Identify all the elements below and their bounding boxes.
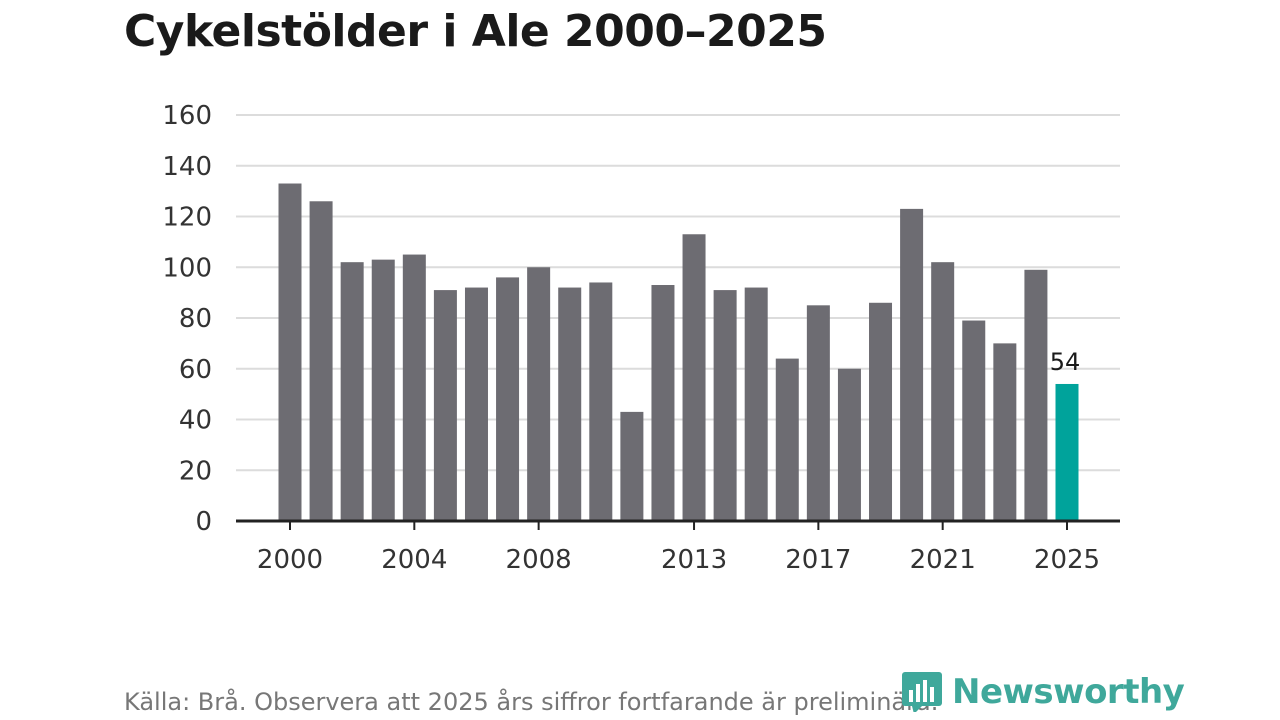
- y-tick-label: 140: [162, 152, 212, 182]
- bar-2019: [869, 302, 893, 521]
- chart-title: Cykelstölder i Ale 2000–2025: [124, 6, 827, 57]
- bar-2008: [527, 267, 551, 521]
- source-note: Källa: Brå. Observera att 2025 års siffr…: [124, 688, 939, 716]
- bar-2018: [837, 368, 861, 521]
- bar-2001: [309, 201, 333, 521]
- y-tick-label: 0: [195, 507, 212, 537]
- x-tick-label: 2008: [506, 545, 572, 575]
- newsworthy-logo-icon: [902, 672, 942, 712]
- grid-lines: [236, 114, 1120, 472]
- bar-2011: [620, 411, 644, 521]
- y-axis-ticks: 0 20 40 60 80 100 120 140 160: [162, 101, 212, 537]
- y-tick-label: 100: [162, 253, 212, 283]
- y-tick-label: 120: [162, 203, 212, 233]
- y-tick-label: 40: [179, 406, 212, 436]
- y-tick-label: 60: [179, 355, 212, 385]
- bar-2013: [682, 234, 706, 521]
- bar-2020: [900, 208, 924, 521]
- bar-2016: [775, 358, 799, 521]
- x-tick-label: 2000: [257, 545, 323, 575]
- y-tick-label: 80: [179, 304, 212, 334]
- bar-2005: [433, 290, 457, 521]
- bar-2009: [558, 287, 582, 521]
- x-tick-label: 2021: [910, 545, 976, 575]
- bar-2017: [806, 305, 830, 521]
- bar-2024: [1024, 269, 1048, 521]
- bar-2012: [651, 285, 675, 521]
- x-tick-label: 2004: [381, 545, 447, 575]
- bar-2000: [278, 183, 302, 521]
- x-tick-label: 2017: [785, 545, 851, 575]
- bar-2021: [931, 262, 955, 521]
- x-axis: 2000 2004 2008 2013 2017 2021 2025: [236, 519, 1120, 575]
- bar-2022: [962, 320, 986, 521]
- data-label-2025: 54: [1050, 348, 1081, 376]
- bar-2003: [371, 259, 395, 521]
- bar-2007: [496, 277, 520, 521]
- bar-2006: [464, 287, 488, 521]
- bar-2002: [340, 262, 364, 521]
- brand-name: Newsworthy: [952, 672, 1185, 712]
- bar-2014: [713, 290, 737, 521]
- bar-2023: [993, 343, 1017, 521]
- data-labels: 54: [1050, 348, 1081, 376]
- bars: [278, 183, 1079, 521]
- bar-2004: [402, 254, 426, 521]
- bar-2025: [1055, 383, 1079, 521]
- x-tick-label: 2013: [661, 545, 727, 575]
- brand-logo: Newsworthy: [902, 670, 1185, 714]
- x-tick-label: 2025: [1034, 545, 1100, 575]
- y-tick-label: 160: [162, 101, 212, 131]
- y-tick-label: 20: [179, 456, 212, 486]
- bar-2015: [744, 287, 768, 521]
- bar-2010: [589, 282, 613, 521]
